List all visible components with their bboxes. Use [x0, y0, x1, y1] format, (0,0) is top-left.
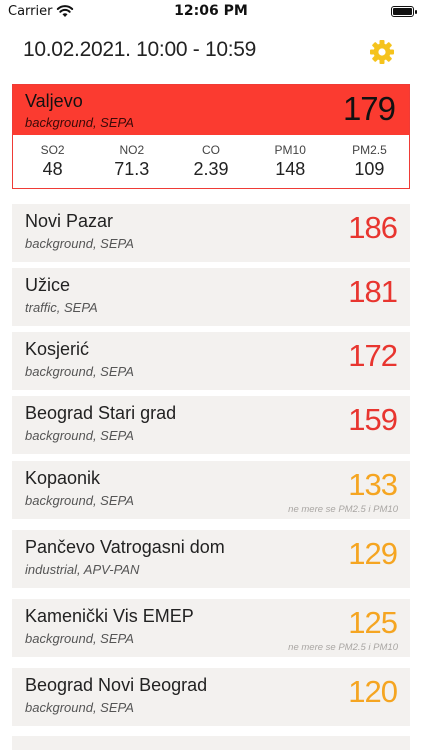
- station-type: background, SEPA: [25, 493, 134, 508]
- station-card-novi-pazar[interactable]: Novi Pazar background, SEPA 186: [12, 204, 410, 262]
- station-card-pancevo-vatrogasni-dom[interactable]: Pančevo Vatrogasni dom industrial, APV-P…: [12, 530, 410, 588]
- station-card-kosjeric[interactable]: Kosjerić background, SEPA 172: [12, 332, 410, 390]
- station-card-partial[interactable]: [12, 736, 410, 750]
- station-card-kamenicki-vis-emep[interactable]: Kamenički Vis EMEP background, SEPA 125 …: [12, 599, 410, 657]
- station-name: Pančevo Vatrogasni dom: [25, 537, 225, 557]
- station-name: Beograd Novi Beograd: [25, 675, 208, 695]
- station-name: Beograd Stari grad: [25, 403, 177, 423]
- pollutant-value: 148: [275, 159, 306, 179]
- pollutant-pm25: PM2.5 109: [330, 137, 409, 187]
- wifi-icon: [56, 3, 74, 22]
- pollutant-value: 71.3: [114, 159, 150, 179]
- battery-icon: [391, 6, 417, 17]
- station-type: background, SEPA: [25, 428, 134, 443]
- measurement-period: 10.02.2021. 10:00 - 10:59: [23, 38, 257, 61]
- station-name: Kamenički Vis EMEP: [25, 606, 194, 626]
- station-aqi: 129: [348, 536, 398, 571]
- pollutant-value: 2.39: [193, 159, 229, 179]
- pollutant-name: SO2: [40, 143, 65, 157]
- station-card-beograd-stari-grad[interactable]: Beograd Stari grad background, SEPA 159: [12, 396, 410, 454]
- selected-station-card[interactable]: Valjevo background, SEPA 179 SO2 48 NO2 …: [12, 84, 410, 189]
- station-aqi: 120: [348, 674, 398, 709]
- station-card-kopaonik[interactable]: Kopaonik background, SEPA 133 ne mere se…: [12, 461, 410, 519]
- station-aqi: 133: [348, 467, 398, 502]
- station-type: background, SEPA: [25, 115, 134, 130]
- pollutant-so2: SO2 48: [13, 137, 92, 187]
- station-type: traffic, SEPA: [25, 300, 98, 315]
- pollutant-no2: NO2 71.3: [92, 137, 171, 187]
- measurement-note: ne mere se PM2.5 i PM10: [288, 642, 398, 653]
- station-name: Užice: [25, 275, 71, 295]
- pollutant-co: CO 2.39: [171, 137, 250, 187]
- station-type: background, SEPA: [25, 236, 134, 251]
- station-aqi: 179: [342, 90, 396, 127]
- station-aqi: 181: [348, 274, 398, 309]
- pollutant-value: 48: [42, 159, 63, 179]
- measurement-note: ne mere se PM2.5 i PM10: [288, 504, 398, 515]
- station-name: Kosjerić: [25, 339, 90, 359]
- station-aqi: 159: [348, 402, 398, 437]
- station-aqi: 125: [348, 605, 398, 640]
- station-type: industrial, APV-PAN: [25, 562, 140, 577]
- clock: 12:06 PM: [174, 3, 248, 19]
- station-name: Kopaonik: [25, 468, 101, 488]
- pollutant-name: CO: [202, 143, 220, 157]
- pollutant-value: 109: [354, 159, 385, 179]
- selected-station-header: Valjevo background, SEPA 179: [13, 85, 409, 135]
- gear-icon[interactable]: [368, 38, 396, 66]
- pollutant-name: PM10: [274, 143, 306, 157]
- station-name: Novi Pazar: [25, 211, 114, 231]
- pollutant-row: SO2 48 NO2 71.3 CO 2.39 PM10 148 PM2.5 1…: [13, 137, 409, 187]
- station-aqi: 172: [348, 338, 398, 373]
- station-card-beograd-novi-beograd[interactable]: Beograd Novi Beograd background, SEPA 12…: [12, 668, 410, 726]
- station-type: background, SEPA: [25, 700, 134, 715]
- station-name: Valjevo: [25, 91, 83, 111]
- station-aqi: 186: [348, 210, 398, 245]
- status-bar: Carrier 12:06 PM: [0, 0, 422, 24]
- station-type: background, SEPA: [25, 364, 134, 379]
- header: 10.02.2021. 10:00 - 10:59: [0, 30, 422, 74]
- pollutant-pm10: PM10 148: [251, 137, 330, 187]
- station-type: background, SEPA: [25, 631, 134, 646]
- pollutant-name: PM2.5: [352, 143, 387, 157]
- station-card-uzice[interactable]: Užice traffic, SEPA 181: [12, 268, 410, 326]
- carrier-label: Carrier: [8, 4, 53, 19]
- pollutant-name: NO2: [119, 143, 145, 157]
